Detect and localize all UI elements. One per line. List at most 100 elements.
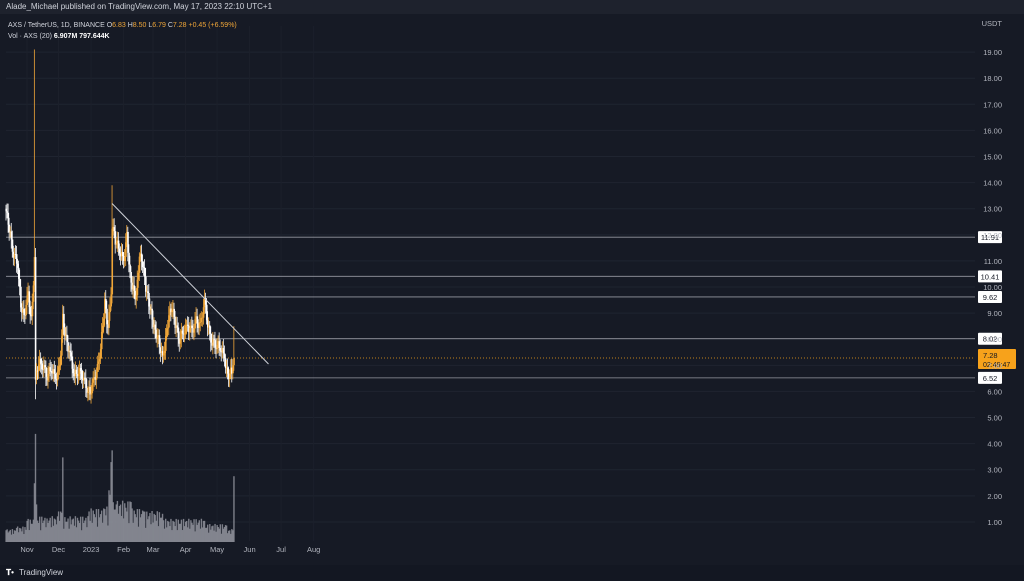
candle-body	[87, 391, 89, 393]
candle-body	[190, 325, 192, 329]
volume-bar	[167, 520, 169, 542]
volume-bar	[197, 522, 199, 542]
volume-bar	[165, 518, 167, 542]
candle-body	[120, 251, 123, 257]
volume-bar	[211, 526, 213, 542]
candle-body	[103, 318, 105, 326]
volume-bar	[190, 520, 192, 542]
volume-bar	[133, 510, 135, 542]
volume-bar	[60, 511, 62, 542]
volume-bar	[176, 530, 178, 542]
x-tick-label: Mar	[147, 545, 160, 554]
candle-body	[91, 382, 94, 394]
volume-bar	[198, 520, 200, 542]
volume-bar	[187, 527, 189, 542]
candle-body	[201, 317, 204, 319]
volume-bar	[193, 519, 195, 542]
volume-bar	[134, 514, 136, 542]
volume-bar	[119, 504, 122, 542]
candle-body	[155, 329, 158, 339]
volume-bar	[20, 528, 22, 542]
x-tick-label: Dec	[52, 545, 66, 554]
volume-bar	[220, 533, 223, 542]
volume-bar	[70, 524, 72, 542]
candle-body	[210, 333, 212, 343]
candle-body	[83, 377, 85, 381]
candle-body	[64, 327, 66, 337]
volume-bar	[210, 529, 212, 542]
candle-body	[24, 314, 26, 316]
volume-bar	[53, 518, 56, 542]
volume-bar	[114, 509, 116, 542]
candle-body	[224, 358, 227, 369]
volume-bar	[121, 500, 124, 542]
candle-body	[222, 348, 225, 354]
volume-bar	[155, 520, 157, 542]
volume-bar	[75, 527, 78, 542]
volume-bar	[113, 509, 115, 542]
legend-volume-row: Vol · AXS (20) 6.907M 797.644K	[8, 31, 237, 42]
candle-body	[78, 368, 81, 374]
candle-body	[147, 291, 149, 293]
volume-bar	[6, 529, 8, 542]
y-tick-label: 1.00	[987, 518, 1002, 527]
candle-body	[151, 308, 153, 320]
candle-body	[94, 377, 97, 380]
candle-body	[168, 315, 170, 328]
volume-bar	[42, 522, 44, 542]
candle-body	[119, 253, 122, 257]
volume-bar	[57, 511, 60, 542]
legend-change: +0.45 (+6.59%)	[188, 22, 237, 29]
price-chart[interactable]: 11.91 10.41 9.62 8.02 6.52 7.28 02:49:47 1.00 2…	[0, 14, 1024, 565]
volume-bar	[178, 523, 181, 542]
candle-body	[194, 319, 196, 329]
volume-bar	[46, 518, 48, 542]
candle-body	[86, 387, 88, 393]
candle-body	[36, 370, 39, 372]
candle-body	[179, 338, 182, 344]
volume-bar	[135, 517, 137, 542]
y-tick-label: 10.00	[983, 283, 1002, 292]
candle-body	[176, 325, 179, 328]
y-tick-label: 19.00	[983, 48, 1002, 57]
volume-bar	[29, 519, 31, 542]
level-badge	[978, 332, 1002, 345]
level-label: 8.02	[983, 335, 998, 344]
legend-volume-label: Vol · AXS (20)	[8, 33, 52, 40]
volume-bar	[82, 516, 84, 542]
candle-body	[160, 351, 163, 354]
volume-bar	[199, 528, 202, 542]
candle-body	[89, 386, 91, 395]
volume-bar	[109, 494, 111, 542]
candle-body	[31, 301, 34, 317]
level-label: 11.91	[981, 233, 999, 242]
y-tick-label: 8.00	[987, 335, 1002, 344]
volume-bar	[66, 521, 68, 542]
volume-bar	[115, 504, 118, 542]
x-tick-label: May	[210, 545, 224, 554]
volume-bar	[43, 520, 45, 542]
volume-bar	[162, 520, 165, 542]
candle-body	[163, 350, 166, 354]
volume-bar	[45, 527, 47, 542]
candle-body	[85, 377, 87, 388]
candle-body	[32, 285, 35, 302]
candle-body	[170, 308, 172, 313]
volume-bar	[177, 519, 179, 542]
volume-bars	[5, 433, 235, 542]
volume-bar	[94, 517, 97, 542]
candle-body	[30, 314, 33, 317]
candle-body	[107, 324, 109, 328]
candle-body	[109, 306, 111, 313]
volume-bar	[91, 522, 93, 542]
volume-bar	[228, 530, 230, 542]
candle-body	[41, 363, 43, 370]
chart-area[interactable]: 11.91 10.41 9.62 8.02 6.52 7.28 02:49:47 1.00 2…	[0, 14, 1024, 565]
volume-bar	[19, 527, 21, 542]
candle-body	[158, 335, 161, 348]
candle-body	[161, 351, 164, 356]
volume-bar	[183, 526, 186, 542]
volume-bar	[186, 520, 188, 542]
volume-bar	[74, 516, 77, 542]
trendline-layer	[111, 203, 269, 365]
